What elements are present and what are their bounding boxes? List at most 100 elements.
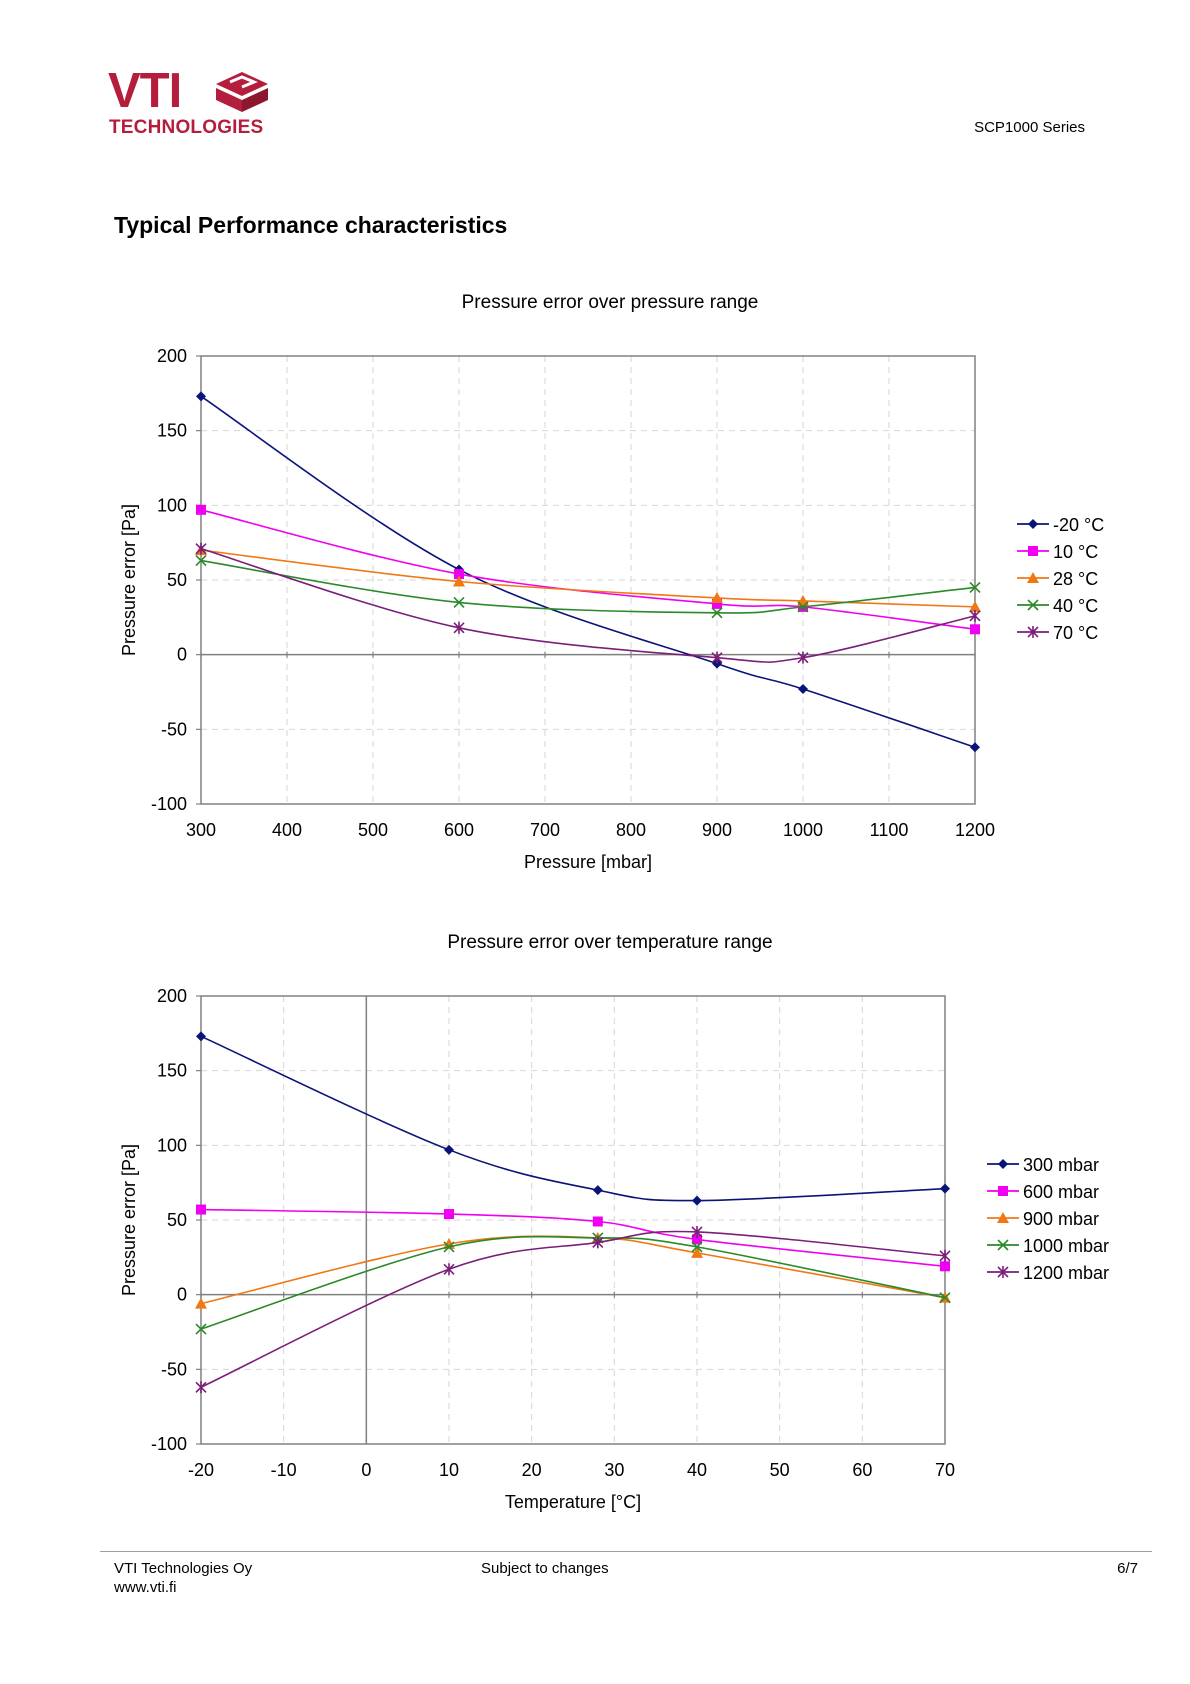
data-point — [970, 624, 980, 635]
legend: -20 °C 10 °C 28 °C 40 °C 70 °C — [1017, 515, 1104, 643]
header-series: SCP1000 Series — [974, 119, 1085, 136]
y-axis-label: Pressure error [Pa] — [119, 504, 139, 656]
footer-website: www.vti.fi — [114, 1579, 177, 1596]
legend-label: 1000 mbar — [1023, 1236, 1109, 1256]
legend-marker — [1027, 626, 1039, 638]
chart-title: Pressure error over temperature range — [447, 932, 772, 953]
data-point — [592, 1185, 603, 1196]
logo-cube-icon — [216, 72, 268, 112]
legend-marker — [997, 1239, 1009, 1251]
x-tick-label: -20 — [188, 1460, 214, 1480]
series-line — [200, 559, 976, 614]
legend-marker — [1028, 546, 1038, 556]
data-point — [444, 1209, 454, 1220]
footer-divider — [100, 1551, 1152, 1552]
data-point — [798, 684, 808, 695]
data-point — [692, 1234, 702, 1245]
series-20-c — [196, 391, 980, 753]
x-tick-label: 700 — [530, 820, 560, 840]
gridlines — [200, 355, 976, 805]
x-axis-label: Temperature [°C] — [505, 1492, 641, 1512]
legend: 300 mbar 600 mbar 900 mbar 1000 mbar 1200 mb… — [987, 1155, 1109, 1283]
y-tick-label: 100 — [157, 495, 187, 515]
y-tick-label: 100 — [157, 1135, 187, 1155]
data-point — [195, 1297, 207, 1309]
x-tick-label: 10 — [439, 1460, 459, 1480]
y-tick-label: 150 — [157, 1061, 187, 1081]
legend-label: 600 mbar — [1023, 1182, 1099, 1202]
data-point — [453, 596, 465, 608]
data-point — [797, 651, 809, 664]
series-line — [200, 549, 976, 608]
data-point — [453, 575, 465, 587]
x-tick-label: 900 — [702, 820, 732, 840]
data-point — [711, 607, 723, 619]
y-axis-label: Pressure error [Pa] — [119, 1144, 139, 1296]
logo-main-text: VTI — [108, 64, 182, 118]
chart-temperature-range: Pressure error over temperature range -20… — [0, 912, 1190, 1532]
data-point — [691, 1246, 703, 1258]
data-point — [691, 1241, 703, 1253]
series-line — [200, 1035, 946, 1202]
chart-title: Pressure error over pressure range — [462, 292, 759, 313]
series-1000-mbar — [195, 1232, 951, 1335]
x-tick-label: 50 — [770, 1460, 790, 1480]
legend-marker — [997, 1212, 1009, 1223]
legend-item-10-c: 10 °C — [1017, 542, 1098, 562]
x-tick-label: 60 — [852, 1460, 872, 1480]
series-line — [200, 547, 976, 663]
legend-item-600-mbar: 600 mbar — [987, 1182, 1099, 1202]
x-tick-label: 600 — [444, 820, 474, 840]
x-tick-label: 800 — [616, 820, 646, 840]
series-900-mbar — [195, 1231, 951, 1309]
y-tick-label: 0 — [177, 645, 187, 665]
legend-marker — [998, 1186, 1008, 1196]
data-point — [712, 598, 722, 609]
x-tick-label: 70 — [935, 1460, 955, 1480]
y-tick-label: 50 — [167, 570, 187, 590]
data-point — [453, 621, 465, 634]
legend-marker — [998, 1159, 1008, 1169]
legend-marker — [1027, 599, 1039, 611]
legend-marker — [997, 1266, 1009, 1278]
data-point — [711, 591, 723, 603]
data-point — [196, 1031, 206, 1042]
series-10-c — [196, 504, 980, 635]
y-tick-label: 200 — [157, 346, 187, 366]
data-point — [195, 1323, 207, 1335]
footer-page-number: 6/7 — [1117, 1560, 1138, 1577]
series-line — [200, 1235, 946, 1330]
series-1200-mbar — [195, 1225, 951, 1394]
data-point — [195, 555, 207, 567]
legend-label: 300 mbar — [1023, 1155, 1099, 1175]
data-point — [443, 1241, 455, 1253]
legend-item-70-c: 70 °C — [1017, 623, 1098, 643]
footer-left: VTI Technologies Oy www.vti.fi — [114, 1559, 252, 1597]
legend-item-1200-mbar: 1200 mbar — [987, 1263, 1109, 1283]
data-point — [711, 651, 723, 664]
y-tick-label: -50 — [161, 719, 187, 739]
section-title: Typical Performance characteristics — [114, 212, 508, 238]
series-300-mbar — [196, 1031, 950, 1206]
data-point — [444, 1144, 454, 1155]
legend-marker — [1027, 572, 1039, 583]
data-point — [969, 581, 981, 594]
data-point — [195, 542, 207, 555]
data-point — [939, 1249, 951, 1262]
legend-label: 1200 mbar — [1023, 1263, 1109, 1283]
legend-item-1000-mbar: 1000 mbar — [987, 1236, 1109, 1256]
series-line — [200, 1235, 946, 1305]
y-tick-label: 200 — [157, 986, 187, 1006]
footer-company: VTI Technologies Oy — [114, 1560, 253, 1577]
legend-label: 70 °C — [1053, 623, 1098, 643]
series-line — [200, 509, 976, 631]
series-28-c — [195, 544, 981, 612]
chart-pressure-range: Pressure error over pressure range 300 400… — [0, 272, 1190, 892]
data-point — [939, 1292, 951, 1304]
data-point — [969, 600, 981, 612]
series-40-c — [195, 555, 981, 619]
series-70-c — [195, 542, 981, 664]
series-600-mbar — [196, 1204, 950, 1272]
legend-label: 28 °C — [1053, 569, 1098, 589]
vti-logo: VTI TECHNOLOGIES — [108, 66, 278, 140]
